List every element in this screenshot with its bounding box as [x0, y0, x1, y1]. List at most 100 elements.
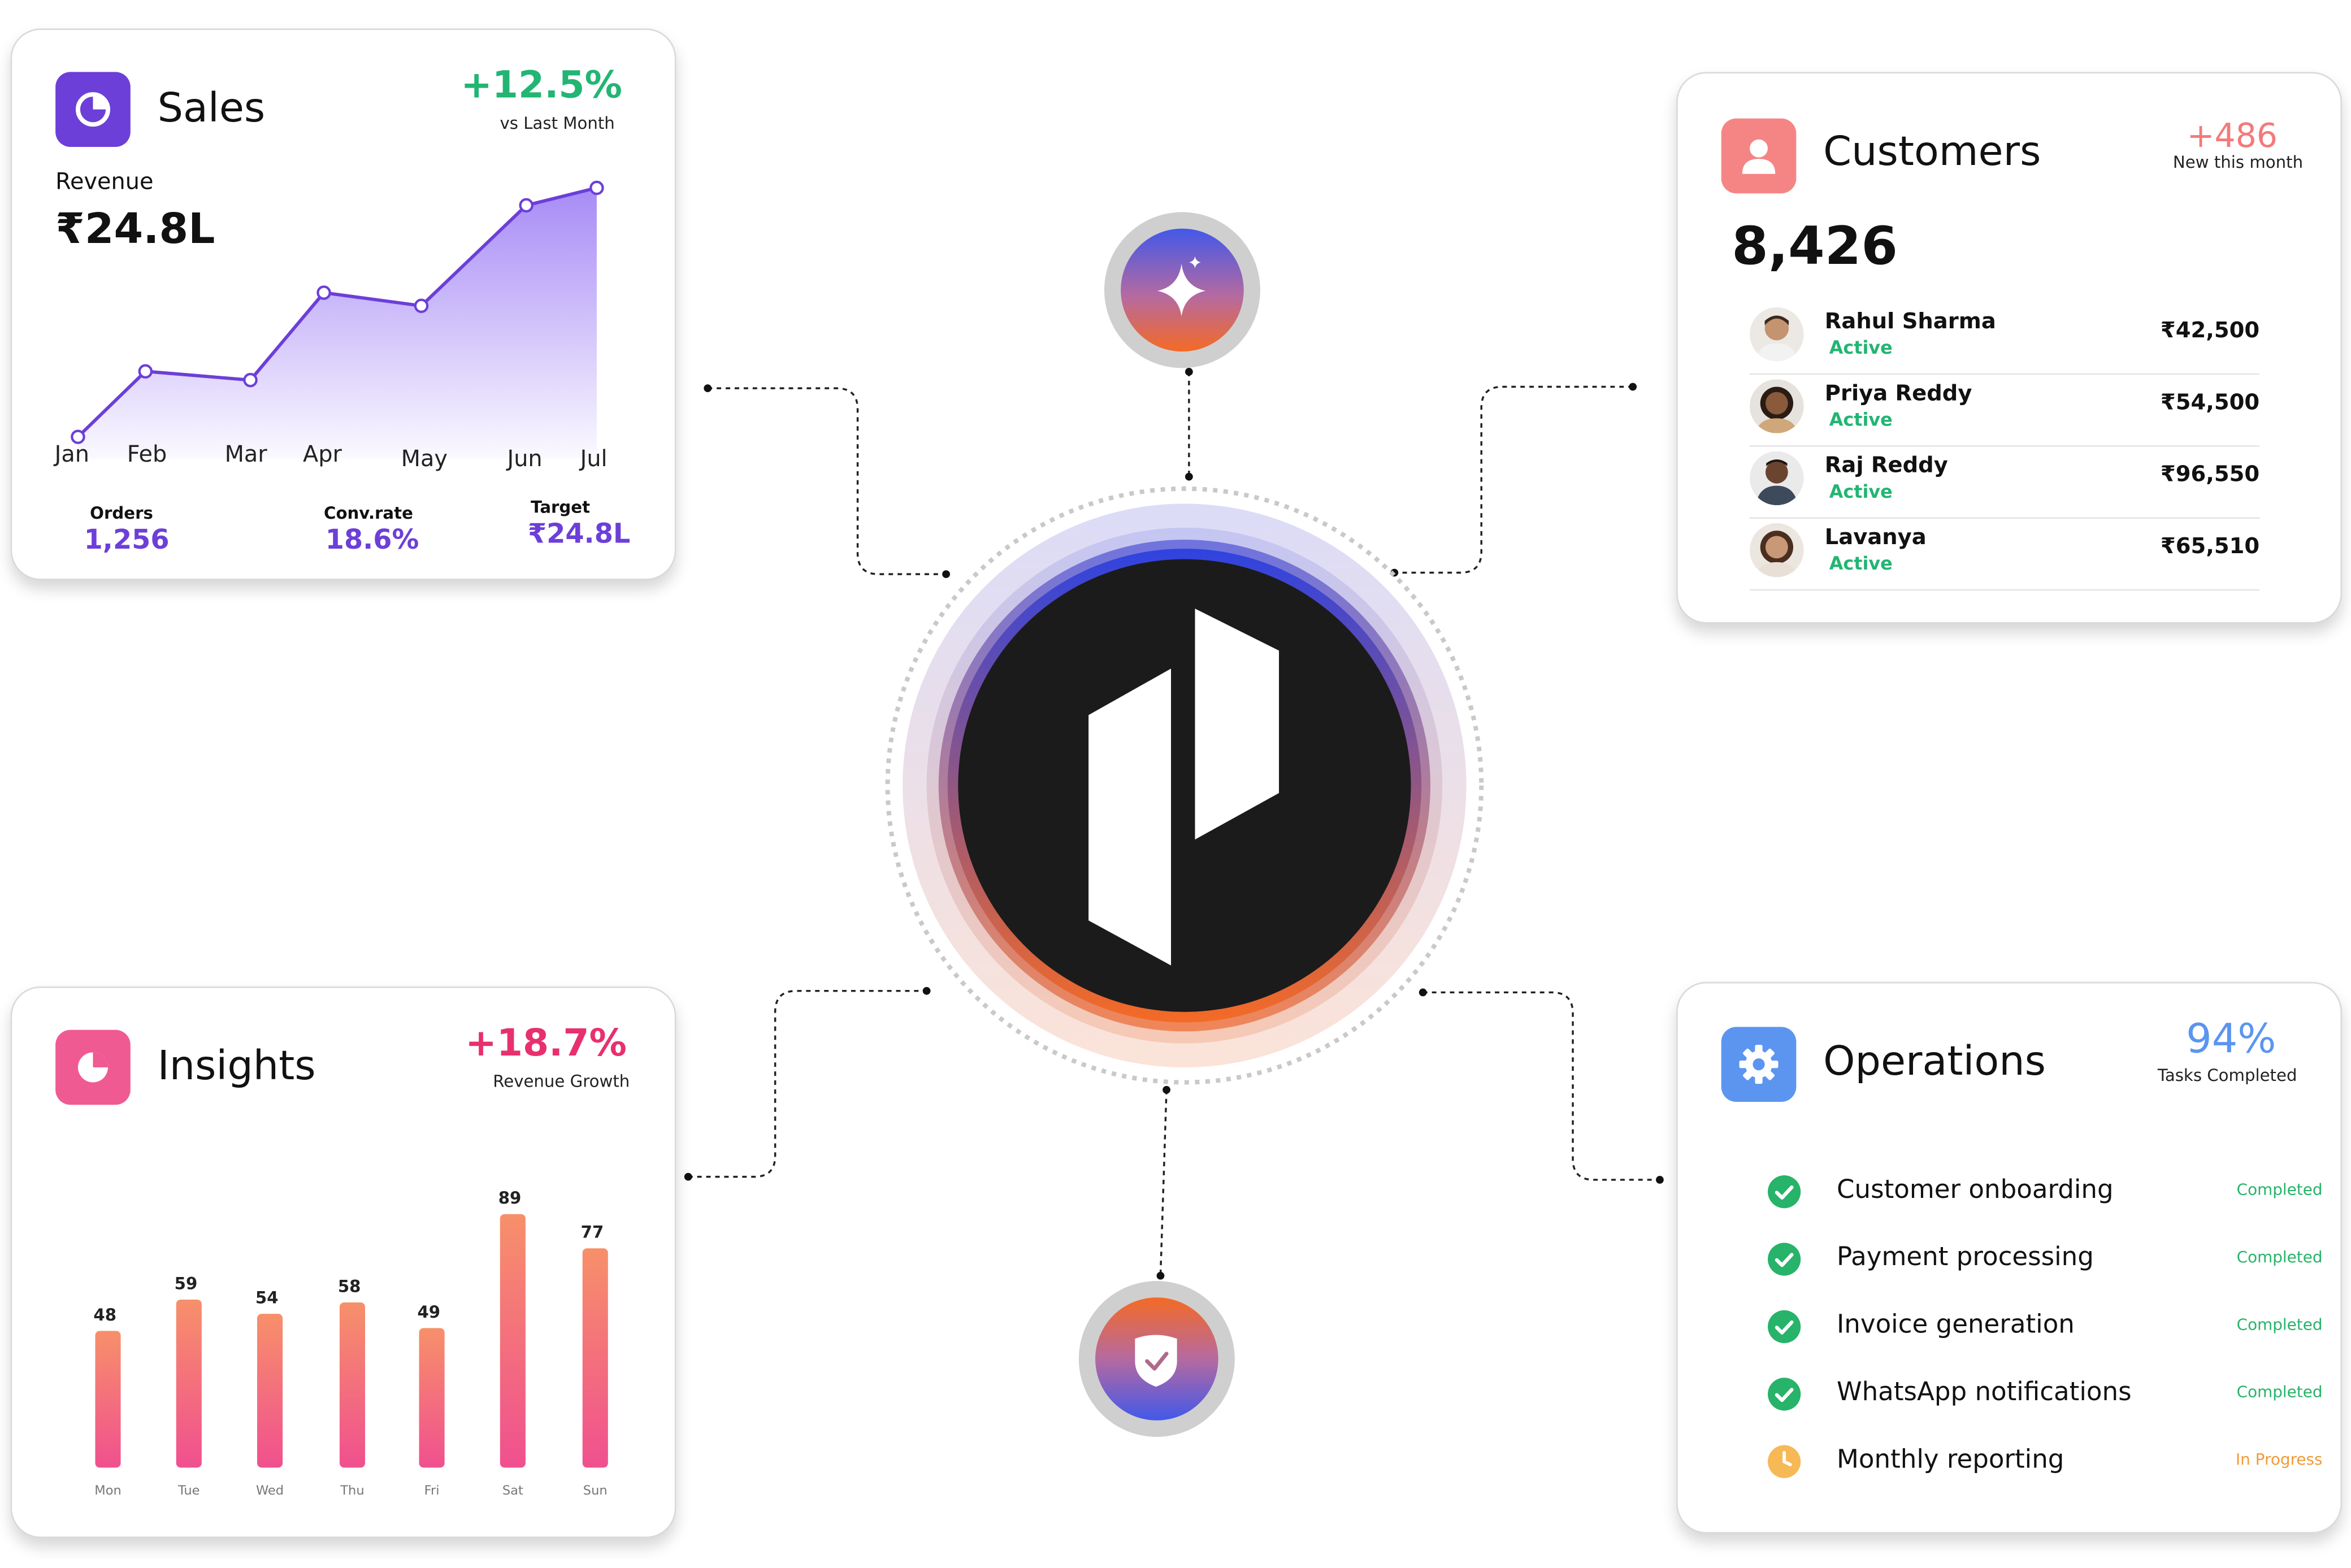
day-tick-label: Mon	[94, 1483, 122, 1498]
sales-revenue-chart: Jan Feb Mar Apr May Jun Jul	[53, 180, 608, 472]
sales-card: Sales +12.5% vs Last Month Revenue ₹24.8…	[10, 28, 676, 580]
bar	[419, 1328, 445, 1468]
task-item[interactable]: WhatsApp notifications Completed	[1767, 1378, 2323, 1423]
operations-title: Operations	[1823, 1039, 2046, 1085]
revenue-point	[589, 180, 604, 196]
revenue-point	[138, 364, 153, 379]
customer-name: Lavanya	[1824, 526, 1927, 550]
revenue-area	[77, 188, 597, 459]
conv-label: Conv.rate	[324, 503, 413, 523]
pie-chart-icon	[75, 92, 110, 127]
month-tick-label: Apr	[303, 441, 342, 467]
hub-logo	[885, 486, 1484, 1085]
clock-icon	[1767, 1445, 1801, 1478]
customers-title: Customers	[1823, 129, 2041, 176]
bar-value-label: 54	[255, 1288, 279, 1308]
insights-card: Insights +18.7% Revenue Growth 48 Mon 59 Tu…	[10, 986, 676, 1539]
bar	[582, 1248, 608, 1468]
task-label: Payment processing	[1836, 1243, 2094, 1273]
task-item[interactable]: Invoice generation Completed	[1767, 1310, 2323, 1356]
customer-status: Active	[1829, 409, 1893, 431]
shield-badge	[1078, 1281, 1235, 1437]
insights-change: +18.7%	[465, 1020, 627, 1065]
pie-chart-icon	[77, 1052, 109, 1083]
task-label: WhatsApp notifications	[1836, 1378, 2132, 1408]
task-label: Invoice generation	[1836, 1310, 2075, 1340]
task-label: Customer onboarding	[1836, 1175, 2114, 1206]
sales-change-caption: vs Last Month	[500, 114, 615, 134]
customer-status: Active	[1829, 337, 1893, 359]
target-value: ₹24.8L	[527, 518, 631, 550]
day-tick-label: Fri	[424, 1483, 440, 1498]
insights-icon-tile	[55, 1030, 131, 1105]
customer-status: Active	[1829, 553, 1893, 575]
month-tick-label: Jun	[505, 446, 542, 472]
avatar	[1750, 523, 1804, 577]
bar-value-label: 49	[417, 1302, 440, 1322]
task-status: Completed	[2236, 1316, 2323, 1335]
insights-change-caption: Revenue Growth	[493, 1071, 630, 1092]
conv-value: 18.6%	[325, 524, 419, 557]
operations-change-caption: Tasks Completed	[2157, 1066, 2297, 1085]
orders-value: 1,256	[84, 524, 170, 557]
operations-card: Operations 94% Tasks Completed Customer …	[1676, 981, 2343, 1534]
revenue-point	[316, 285, 331, 300]
task-status: In Progress	[2235, 1451, 2323, 1469]
revenue-point	[243, 372, 258, 388]
task-status: Completed	[2236, 1248, 2323, 1267]
month-tick-label: Jan	[53, 441, 89, 467]
bar-value-label: 48	[93, 1305, 116, 1324]
task-item[interactable]: Monthly reporting In Progress	[1767, 1445, 2323, 1491]
list-item[interactable]: Raj Reddy Active ₹96,550	[1750, 445, 2260, 519]
day-tick-label: Sun	[583, 1483, 608, 1498]
task-item[interactable]: Customer onboarding Completed	[1767, 1175, 2323, 1220]
sparkle-icon	[1157, 256, 1206, 316]
customer-name: Raj Reddy	[1824, 454, 1948, 479]
avatar	[1750, 451, 1804, 506]
customer-amount: ₹42,500	[2160, 319, 2260, 344]
operations-icon-tile	[1721, 1027, 1797, 1102]
check-circle-icon	[1767, 1243, 1801, 1276]
customers-change: +486	[2187, 118, 2278, 156]
revenue-point	[414, 298, 429, 313]
check-circle-icon	[1767, 1310, 1801, 1344]
month-tick-label: Jul	[579, 446, 608, 472]
list-item[interactable]: Priya Reddy Active ₹54,500	[1750, 373, 2260, 447]
customer-name: Rahul Sharma	[1824, 310, 1996, 335]
revenue-value: ₹24.8L	[55, 203, 215, 254]
revenue-point	[71, 429, 85, 444]
gear-icon	[1739, 1045, 1779, 1084]
revenue-label: Revenue	[55, 168, 154, 195]
list-item[interactable]: Lavanya Active ₹65,510	[1750, 517, 2260, 591]
bar-value-label: 77	[581, 1223, 604, 1242]
task-label: Monthly reporting	[1836, 1445, 2064, 1475]
customers-icon-tile	[1721, 118, 1797, 194]
bar-value-label: 58	[338, 1276, 361, 1296]
user-icon	[1742, 139, 1776, 174]
operations-change: 94%	[2186, 1016, 2276, 1063]
avatar	[1750, 379, 1804, 433]
task-item[interactable]: Payment processing Completed	[1767, 1243, 2323, 1288]
insights-title: Insights	[157, 1043, 316, 1090]
customers-card: Customers +486 New this month 8,426 Rahu…	[1676, 72, 2343, 624]
list-item[interactable]: Rahul Sharma Active ₹42,500	[1750, 301, 2260, 375]
customer-amount: ₹54,500	[2160, 391, 2260, 415]
sales-icon-tile	[55, 72, 131, 147]
bar-value-label: 59	[175, 1274, 198, 1293]
customer-name: Priya Reddy	[1824, 382, 1972, 406]
avatar	[1750, 307, 1804, 362]
shield-check-icon	[1135, 1335, 1177, 1387]
customer-amount: ₹96,550	[2160, 463, 2260, 488]
task-status: Completed	[2236, 1181, 2323, 1200]
revenue-point	[519, 198, 533, 213]
bar	[95, 1331, 121, 1468]
target-label: Target	[531, 497, 591, 518]
month-tick-label: May	[401, 446, 448, 472]
day-tick-label: Wed	[256, 1483, 284, 1498]
customers-change-caption: New this month	[2172, 153, 2304, 173]
day-tick-label: Thu	[340, 1483, 364, 1498]
day-tick-label: Tue	[177, 1483, 200, 1498]
bar	[176, 1299, 202, 1468]
sales-change: +12.5%	[461, 63, 623, 107]
